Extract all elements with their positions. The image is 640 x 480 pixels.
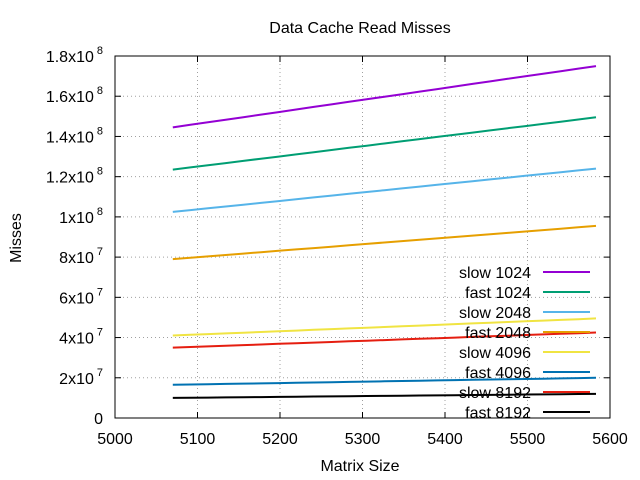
x-tick-label: 5500	[510, 431, 546, 448]
legend-label: fast 8192	[465, 405, 531, 422]
legend-label: slow 2048	[459, 305, 531, 322]
x-axis-title: Matrix Size	[320, 458, 399, 475]
x-tick-label: 5600	[592, 431, 628, 448]
series-line	[172, 376, 597, 386]
series-line	[172, 65, 597, 129]
series-line	[172, 224, 597, 261]
y-tick-label: 1x10 8	[59, 206, 103, 227]
legend-label: slow 8192	[459, 385, 531, 402]
axis-ticks: 5000 5100 5200 5300 5400 5500 5600 0 2x10 7 4x10 7 6…	[46, 45, 628, 448]
y-axis-title: Misses	[8, 213, 25, 263]
legend-label: slow 1024	[459, 265, 531, 282]
series-line	[172, 331, 597, 349]
series-line	[172, 317, 597, 337]
y-tick-label: 0	[94, 411, 103, 428]
x-tick-label: 5100	[180, 431, 216, 448]
legend: slow 1024 fast 1024 slow 2048 fast 2048 slow…	[459, 265, 590, 422]
x-tick-label: 5200	[262, 431, 298, 448]
series-line	[172, 116, 597, 171]
legend-label: fast 1024	[465, 285, 531, 302]
legend-label: fast 4096	[465, 365, 531, 382]
x-tick-label: 5400	[427, 431, 463, 448]
x-tick-label: 5300	[345, 431, 381, 448]
y-tick-label: 2x10 7	[59, 367, 103, 388]
series-lines	[172, 65, 597, 399]
chart-title: Data Cache Read Misses	[269, 20, 450, 37]
y-tick-label: 4x10 7	[59, 327, 103, 348]
x-tick-label: 5000	[97, 431, 133, 448]
y-tick-label: 8x10 7	[59, 246, 103, 267]
y-tick-label: 1.8x10 8	[46, 45, 103, 66]
series-line	[172, 392, 597, 399]
y-tick-label: 1.2x10 8	[46, 166, 103, 187]
series-line	[172, 167, 597, 213]
y-tick-label: 6x10 7	[59, 286, 103, 307]
legend-label: fast 2048	[465, 325, 531, 342]
y-tick-label: 1.4x10 8	[46, 125, 103, 146]
legend-label: slow 4096	[459, 345, 531, 362]
grid	[115, 56, 610, 418]
y-tick-label: 1.6x10 8	[46, 85, 103, 106]
